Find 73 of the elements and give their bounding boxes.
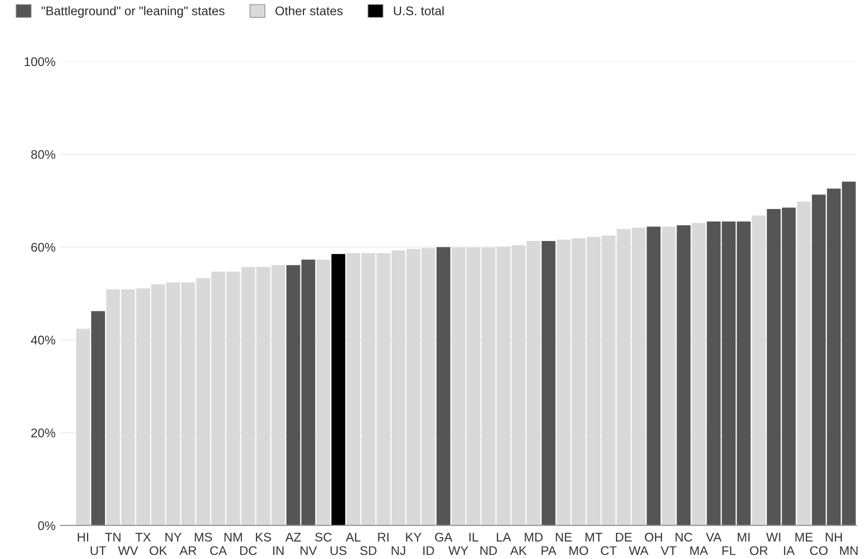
x-tick-label: LA bbox=[496, 532, 512, 542]
x-tick-label: IA bbox=[784, 546, 795, 555]
bar bbox=[316, 260, 330, 526]
x-tick-label: MT bbox=[586, 532, 602, 542]
bar bbox=[331, 254, 346, 526]
x-tick-label: IL bbox=[469, 532, 478, 542]
bar bbox=[436, 247, 450, 526]
bar bbox=[752, 216, 766, 526]
x-tick-label: ID bbox=[423, 546, 434, 555]
x-tick-label: AR bbox=[180, 546, 196, 555]
legend-label: U.S. total bbox=[394, 6, 444, 16]
y-tick-label: 0% bbox=[38, 521, 56, 530]
x-tick-label: KS bbox=[256, 532, 272, 542]
legend-label: Other states bbox=[276, 6, 343, 16]
x-tick-label: OK bbox=[150, 546, 168, 556]
x-tick-label: MI bbox=[738, 532, 750, 542]
x-tick-label: NH bbox=[826, 532, 842, 542]
x-tick-label: OH bbox=[644, 532, 662, 542]
legend-label: "Battleground" or "leaning" states bbox=[42, 6, 224, 18]
x-tick-label: RI bbox=[378, 532, 388, 542]
x-tick-label: AZ bbox=[285, 532, 301, 542]
bar bbox=[76, 328, 90, 526]
x-tick-label: ND bbox=[480, 546, 497, 555]
x-tick-label: PA bbox=[542, 546, 556, 555]
x-tick-label: NC bbox=[676, 532, 692, 542]
x-tick-label: TN bbox=[105, 532, 120, 542]
x-tick-label: KY bbox=[406, 532, 422, 542]
x-tick-label: MN bbox=[840, 546, 858, 555]
x-tick-label: NE bbox=[556, 532, 572, 542]
y-tick-label: 80% bbox=[31, 150, 56, 159]
x-tick-label: MS bbox=[194, 532, 212, 542]
x-tick-label: NJ bbox=[392, 546, 406, 556]
x-tick-label: WV bbox=[118, 546, 138, 555]
x-tick-label: FL bbox=[722, 546, 736, 555]
bar bbox=[662, 226, 676, 526]
x-tick-label: AL bbox=[346, 532, 361, 542]
bar bbox=[646, 226, 661, 526]
x-tick-label: VA bbox=[706, 532, 722, 542]
bar bbox=[676, 225, 691, 526]
x-tick-label: NY bbox=[166, 532, 182, 542]
x-tick-label: SC bbox=[315, 532, 332, 542]
x-tick-label: CT bbox=[600, 546, 617, 556]
x-tick-label: DE bbox=[616, 532, 632, 542]
bar bbox=[692, 222, 706, 526]
x-tick-label: GA bbox=[435, 532, 452, 542]
y-tick-label: 60% bbox=[31, 242, 56, 252]
x-tick-label: US bbox=[330, 546, 346, 556]
x-tick-label: OR bbox=[750, 546, 768, 556]
x-tick-label: MA bbox=[690, 546, 708, 555]
x-tick-label: UT bbox=[90, 546, 106, 556]
bar bbox=[91, 311, 105, 526]
bar bbox=[796, 202, 811, 526]
x-tick-label: ME bbox=[795, 532, 813, 542]
x-tick-label: VT bbox=[660, 546, 676, 555]
x-tick-label: NV bbox=[300, 546, 317, 555]
x-tick-label: CO bbox=[810, 546, 828, 556]
y-tick-label: 20% bbox=[31, 428, 56, 438]
x-tick-label: AK bbox=[510, 546, 527, 555]
x-tick-label: WA bbox=[628, 546, 648, 555]
x-tick-label: SD bbox=[360, 546, 376, 556]
y-tick-label: 100% bbox=[24, 57, 56, 66]
y-tick-label: 40% bbox=[30, 336, 56, 345]
x-tick-label: CA bbox=[210, 546, 227, 556]
x-tick-label: NM bbox=[224, 532, 242, 542]
x-tick-label: WY bbox=[448, 546, 468, 555]
x-tick-label: MD bbox=[524, 532, 543, 542]
x-tick-label: TX bbox=[135, 532, 151, 542]
x-tick-label: DC bbox=[240, 546, 257, 556]
x-tick-label: MO bbox=[570, 546, 588, 556]
x-tick-label: HI bbox=[78, 532, 88, 542]
bar bbox=[542, 241, 556, 526]
x-tick-label: WI bbox=[766, 532, 780, 542]
x-tick-label: IN bbox=[273, 546, 284, 555]
